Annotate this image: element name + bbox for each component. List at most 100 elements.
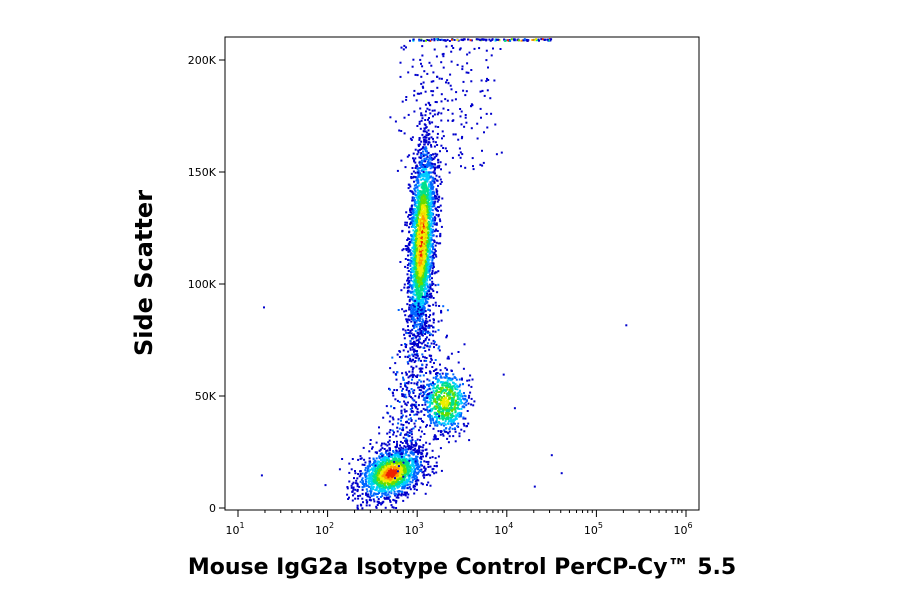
data-point (359, 470, 362, 473)
data-point (384, 506, 387, 509)
data-point (424, 271, 427, 274)
data-point (418, 138, 421, 141)
data-point (423, 290, 426, 293)
data-point (418, 449, 421, 452)
data-point (429, 238, 432, 241)
data-point (416, 207, 419, 210)
data-point (420, 205, 423, 208)
data-point (374, 460, 377, 463)
data-point (420, 282, 423, 285)
data-point (383, 472, 386, 475)
data-point (435, 418, 438, 421)
data-point (385, 462, 388, 465)
data-point (428, 442, 431, 445)
data-point (388, 487, 391, 489)
data-point (440, 401, 443, 403)
data-point (407, 332, 410, 334)
data-point (408, 304, 411, 307)
data-point (429, 232, 432, 235)
data-point (424, 124, 427, 127)
data-point (400, 493, 403, 496)
data-point (341, 458, 344, 460)
data-point (418, 200, 421, 203)
data-point (365, 488, 368, 491)
data-point (366, 490, 369, 493)
data-point (434, 284, 437, 287)
data-point (387, 493, 390, 496)
data-point (397, 467, 400, 470)
data-point (449, 416, 452, 419)
data-point (403, 283, 406, 286)
data-point (435, 195, 438, 198)
data-point (407, 276, 410, 279)
data-point (457, 422, 460, 425)
data-point (434, 244, 437, 247)
data-point (428, 214, 431, 217)
data-point (382, 492, 385, 495)
data-point (407, 246, 410, 249)
data-point (432, 222, 435, 225)
data-point (422, 407, 425, 410)
data-point (364, 469, 367, 472)
data-point (419, 287, 422, 290)
data-point (412, 210, 414, 213)
data-point (412, 235, 414, 238)
data-point (419, 193, 422, 196)
data-point (431, 213, 434, 216)
data-point (468, 439, 471, 442)
data-point (425, 397, 428, 400)
data-point (406, 473, 409, 476)
data-point (393, 490, 396, 493)
data-point (413, 282, 416, 285)
data-point (374, 476, 377, 479)
data-point (432, 297, 435, 299)
data-point (397, 460, 400, 462)
data-point (406, 291, 409, 294)
data-point (433, 216, 436, 219)
data-point (432, 438, 435, 441)
data-point (431, 272, 434, 275)
data-point (440, 119, 443, 122)
data-point (414, 260, 417, 263)
data-point (416, 200, 419, 203)
data-point (384, 493, 387, 496)
data-point (443, 406, 446, 409)
data-point (417, 452, 420, 455)
data-point (420, 221, 423, 224)
data-point (436, 406, 439, 409)
data-point (416, 467, 419, 470)
data-point (423, 283, 426, 286)
data-point (408, 231, 411, 234)
data-point (419, 464, 422, 467)
data-point (432, 303, 435, 306)
data-point (415, 365, 418, 368)
data-point (414, 267, 417, 270)
data-point (424, 344, 427, 347)
data-point (412, 226, 415, 228)
data-point (450, 369, 453, 372)
data-point (389, 484, 392, 487)
data-point (438, 410, 441, 413)
data-point (422, 355, 425, 358)
data-point (423, 474, 426, 477)
data-point (419, 143, 422, 146)
data-point (408, 154, 411, 157)
data-point (378, 485, 381, 488)
data-point (426, 400, 429, 403)
data-point (440, 402, 443, 405)
data-point (426, 394, 429, 397)
data-point (450, 406, 453, 408)
data-point (421, 243, 424, 246)
data-point (364, 461, 367, 464)
data-point (437, 384, 439, 387)
data-point (428, 379, 431, 382)
data-point (410, 252, 413, 255)
data-point (453, 395, 456, 398)
data-point (404, 460, 407, 463)
data-point (431, 402, 434, 405)
data-point (469, 391, 472, 394)
data-point (421, 295, 424, 298)
data-point (419, 199, 422, 202)
data-point (417, 359, 420, 362)
